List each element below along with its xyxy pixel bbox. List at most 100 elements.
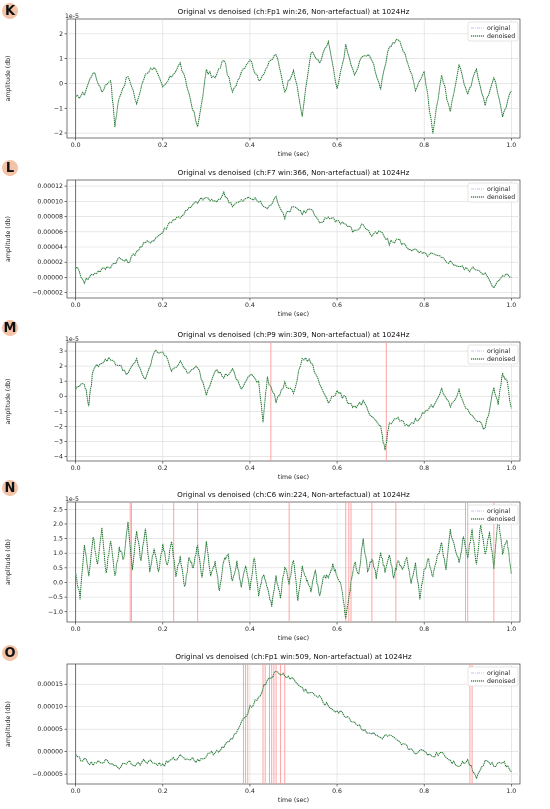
x-tick-label: 0.4	[245, 626, 255, 633]
legend-label-original: original	[487, 670, 510, 677]
panel-N: N Original vs denoised (ch:C6 win:224, No…	[2, 480, 521, 642]
y-tick-label: 0.00000	[37, 749, 63, 756]
series-original	[75, 670, 512, 780]
y-axis-label: amplitude (db)	[5, 56, 12, 102]
legend-box	[467, 344, 519, 365]
x-tick-label: 1.0	[506, 465, 516, 472]
panel-M: M Original vs denoised (ch:P9 win:309, No…	[2, 320, 521, 481]
legend-label-original: original	[487, 508, 510, 515]
legend-label-original: original	[487, 25, 510, 32]
x-tick-label: 0.6	[332, 788, 342, 795]
chart-title: Original vs denoised (ch:F7 win:366, Non…	[178, 168, 410, 177]
y-axis-label: amplitude (db)	[5, 701, 12, 747]
y-tick-label: 0.00012	[37, 183, 63, 190]
series-denoised	[75, 38, 512, 134]
x-axis-label: time (sec)	[278, 635, 309, 642]
x-tick-label: 0.8	[419, 788, 429, 795]
x-tick-label: 0.6	[332, 626, 342, 633]
plot-area	[66, 179, 521, 299]
chart-title: Original vs denoised (ch:C6 win:224, Non…	[177, 490, 410, 499]
x-tick-label: 0.2	[158, 142, 168, 149]
y-tick-label: −2	[54, 423, 63, 430]
x-tick-label: 1.0	[506, 626, 516, 633]
x-tick-label: 0.0	[71, 142, 81, 149]
y-tick-label: 2.5	[53, 506, 63, 513]
legend-label-denoised: denoised	[487, 678, 515, 685]
x-tick-label: 0.2	[158, 465, 168, 472]
legend-box	[467, 21, 519, 42]
y-axis-label: amplitude (db)	[5, 216, 12, 262]
x-tick-label: 0.8	[419, 626, 429, 633]
y-tick-label: −1.0	[48, 609, 63, 616]
series-denoised	[75, 190, 512, 289]
y-tick-label: −0.5	[48, 594, 63, 601]
chart-title: Original vs denoised (ch:Fp1 win:26, Non…	[178, 7, 410, 16]
x-tick-label: 0.8	[419, 142, 429, 149]
panel-badge-label: N	[5, 481, 16, 496]
panel-badge	[2, 645, 18, 661]
y-tick-label: 1	[59, 378, 63, 385]
x-tick-label: 0.0	[71, 788, 81, 795]
legend-box	[467, 182, 519, 203]
x-axis-label: time (sec)	[278, 797, 309, 804]
y-tick-label: 0	[59, 80, 63, 87]
x-tick-label: 0.2	[158, 788, 168, 795]
panel-O: O Original vs denoised (ch:Fp1 win:509, N…	[2, 645, 521, 804]
x-tick-label: 0.0	[71, 465, 81, 472]
y-tick-label: −3	[54, 438, 63, 445]
y-tick-label: 1	[59, 56, 63, 63]
y-tick-label: 2	[59, 363, 63, 370]
legend-label-denoised: denoised	[487, 356, 515, 363]
x-tick-label: 0.4	[245, 302, 255, 309]
y-tick-label: 0.00002	[37, 259, 63, 266]
x-tick-label: 0.0	[71, 302, 81, 309]
y-tick-label: 0.5	[53, 565, 63, 572]
y-tick-label: 1.0	[53, 550, 63, 557]
x-tick-label: 1.0	[506, 302, 516, 309]
panel-badge-label: L	[6, 161, 14, 176]
y-tick-label: 0.0	[53, 579, 63, 586]
x-tick-label: 0.4	[245, 465, 255, 472]
x-tick-label: 0.4	[245, 788, 255, 795]
x-tick-label: 0.2	[158, 626, 168, 633]
x-axis-label: time (sec)	[278, 151, 309, 158]
x-tick-label: 0.6	[332, 142, 342, 149]
series-original	[75, 190, 512, 289]
legend-label-denoised: denoised	[487, 194, 515, 201]
chart-title: Original vs denoised (ch:Fp1 win:509, No…	[175, 652, 412, 661]
panel-L: L Original vs denoised (ch:F7 win:366, No…	[2, 160, 521, 318]
legend-box	[467, 504, 519, 525]
legend-label-denoised: denoised	[487, 516, 515, 523]
panel-badge-label: K	[5, 4, 16, 19]
y-tick-label: −4	[54, 453, 63, 460]
y-tick-label: −0.00002	[32, 290, 63, 297]
series-denoised	[75, 349, 512, 451]
y-axis-label: amplitude (db)	[5, 379, 12, 425]
y-tick-label: 0.00010	[37, 198, 63, 205]
y-tick-label: 0.00010	[37, 704, 63, 711]
panel-badge	[2, 3, 18, 19]
y-tick-label: 0.00000	[37, 274, 63, 281]
x-tick-label: 1.0	[506, 142, 516, 149]
legend-label-original: original	[487, 348, 510, 355]
y-tick-label: 0.00006	[37, 229, 63, 236]
legend-label-original: original	[487, 186, 510, 193]
series-denoised	[75, 516, 512, 619]
y-tick-label: −0.00005	[32, 771, 63, 778]
legend-box	[467, 666, 519, 687]
x-axis-label: time (sec)	[278, 311, 309, 318]
y-tick-label: −2	[54, 130, 63, 137]
y-tick-label: 2	[59, 31, 63, 38]
panel-badge	[2, 320, 18, 336]
plot-area	[66, 341, 521, 462]
x-tick-label: 0.8	[419, 302, 429, 309]
y-tick-label: 0.00008	[37, 214, 63, 221]
y-tick-label: 2.0	[53, 521, 63, 528]
y-tick-label: 0.00005	[37, 726, 63, 733]
x-tick-label: 1.0	[506, 788, 516, 795]
y-tick-label: 0	[59, 393, 63, 400]
x-tick-label: 0.0	[71, 626, 81, 633]
plot-area	[66, 18, 521, 139]
x-tick-label: 0.6	[332, 302, 342, 309]
